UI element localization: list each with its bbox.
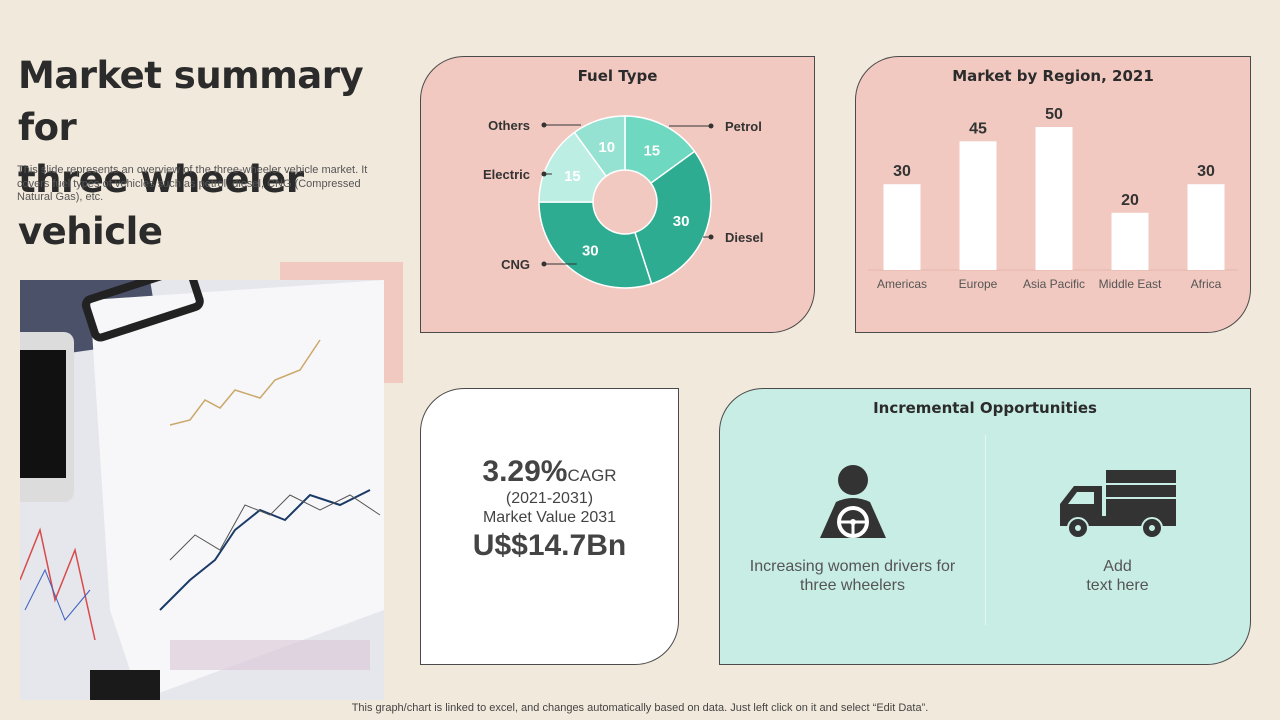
bar-europe [959, 141, 997, 270]
opportunity-2-line1: Add [1103, 558, 1132, 575]
cagr-label: CAGR [567, 466, 617, 485]
bar-value-africa: 30 [1197, 163, 1215, 180]
bar-category-asia-pacific: Asia Pacific [1023, 277, 1085, 291]
donut-slice-cng [538, 201, 653, 289]
opportunities-divider [985, 435, 986, 625]
footnote: This graph/chart is linked to excel, and… [351, 702, 929, 714]
bar-value-europe: 45 [969, 120, 987, 137]
fuel-type-panel: Fuel Type 15 Petrol 30 Diesel 30 CNG 15 Electri… [420, 56, 815, 333]
opportunities-title: Incremental Opportunities [873, 399, 1097, 417]
bar-asia-pacific [1035, 127, 1073, 270]
clipboard-photo [20, 280, 384, 700]
donut-label-others: Others [488, 118, 530, 133]
donut-leader-dot-electric [541, 171, 547, 177]
donut-value-others: 10 [598, 139, 615, 156]
donut-leader-dot-petrol [708, 123, 714, 129]
opportunity-item-drivers: Increasing women drivers for three wheel… [720, 464, 985, 595]
opportunity-1-line2: three wheelers [800, 577, 905, 594]
bar-americas [883, 184, 921, 270]
donut-value-electric: 15 [564, 168, 581, 185]
market-value-label: Market Value 2031 [482, 509, 617, 526]
opportunity-item-add: Add text here [985, 464, 1250, 595]
opportunity-1-line1: Increasing women drivers for [749, 558, 956, 575]
cagr-panel: 3.29%CAGR (2021-2031) Market Value 2031 … [420, 388, 679, 665]
donut-label-electric: Electric [483, 167, 530, 182]
bar-africa [1187, 184, 1225, 270]
truck-icon [1059, 470, 1176, 539]
bar-value-americas: 30 [893, 163, 911, 180]
title-line-1: Market summary for [18, 54, 364, 149]
clipboard-photo-illustration [20, 280, 384, 700]
region-bar-chart: 30 Americas 45 Europe 50 Asia Pacific 20 Middle… [868, 106, 1238, 291]
donut-label-cng: CNG [501, 257, 530, 272]
donut-value-cng: 30 [582, 243, 599, 260]
donut-value-petrol: 15 [643, 142, 660, 159]
market-value: U$$14.7Bn [472, 529, 627, 562]
bar-category-americas: Americas [877, 277, 927, 291]
donut-leader-dot-diesel [708, 234, 714, 240]
donut-value-diesel: 30 [673, 213, 690, 230]
fuel-type-donut-chart: 15 Petrol 30 Diesel 30 CNG 15 Electric 10 Others [483, 115, 763, 289]
region-panel: Market by Region, 2021 30 Americas 45 Europ… [855, 56, 1251, 333]
opportunity-2-line2: text here [1086, 577, 1149, 594]
donut-slice-diesel [633, 150, 712, 285]
region-title: Market by Region, 2021 [952, 67, 1154, 85]
cagr-period: (2021-2031) [505, 490, 594, 507]
fuel-type-title: Fuel Type [577, 67, 658, 85]
donut-label-diesel: Diesel [725, 230, 763, 245]
title-line-2: three wheeler vehicle [18, 158, 304, 253]
bar-middle-east [1111, 212, 1149, 270]
driver-icon [819, 465, 886, 538]
bar-category-europe: Europe [959, 277, 998, 291]
page-title: Market summary for three wheeler vehicle [18, 50, 418, 258]
bar-value-asia-pacific: 50 [1045, 106, 1063, 123]
donut-leader-dot-others [541, 122, 547, 128]
donut-leader-dot-cng [541, 261, 547, 267]
donut-label-petrol: Petrol [725, 119, 762, 134]
bar-category-africa: Africa [1191, 277, 1222, 291]
bar-value-middle-east: 20 [1121, 192, 1139, 209]
donut-slice-others [573, 115, 626, 178]
cagr-percent: 3.29% [482, 455, 568, 488]
opportunities-panel: Incremental Opportunities Increasing wom… [719, 388, 1251, 665]
bar-category-middle-east: Middle East [1099, 277, 1162, 291]
slide-description: This slide represents an overview of the… [17, 164, 368, 203]
